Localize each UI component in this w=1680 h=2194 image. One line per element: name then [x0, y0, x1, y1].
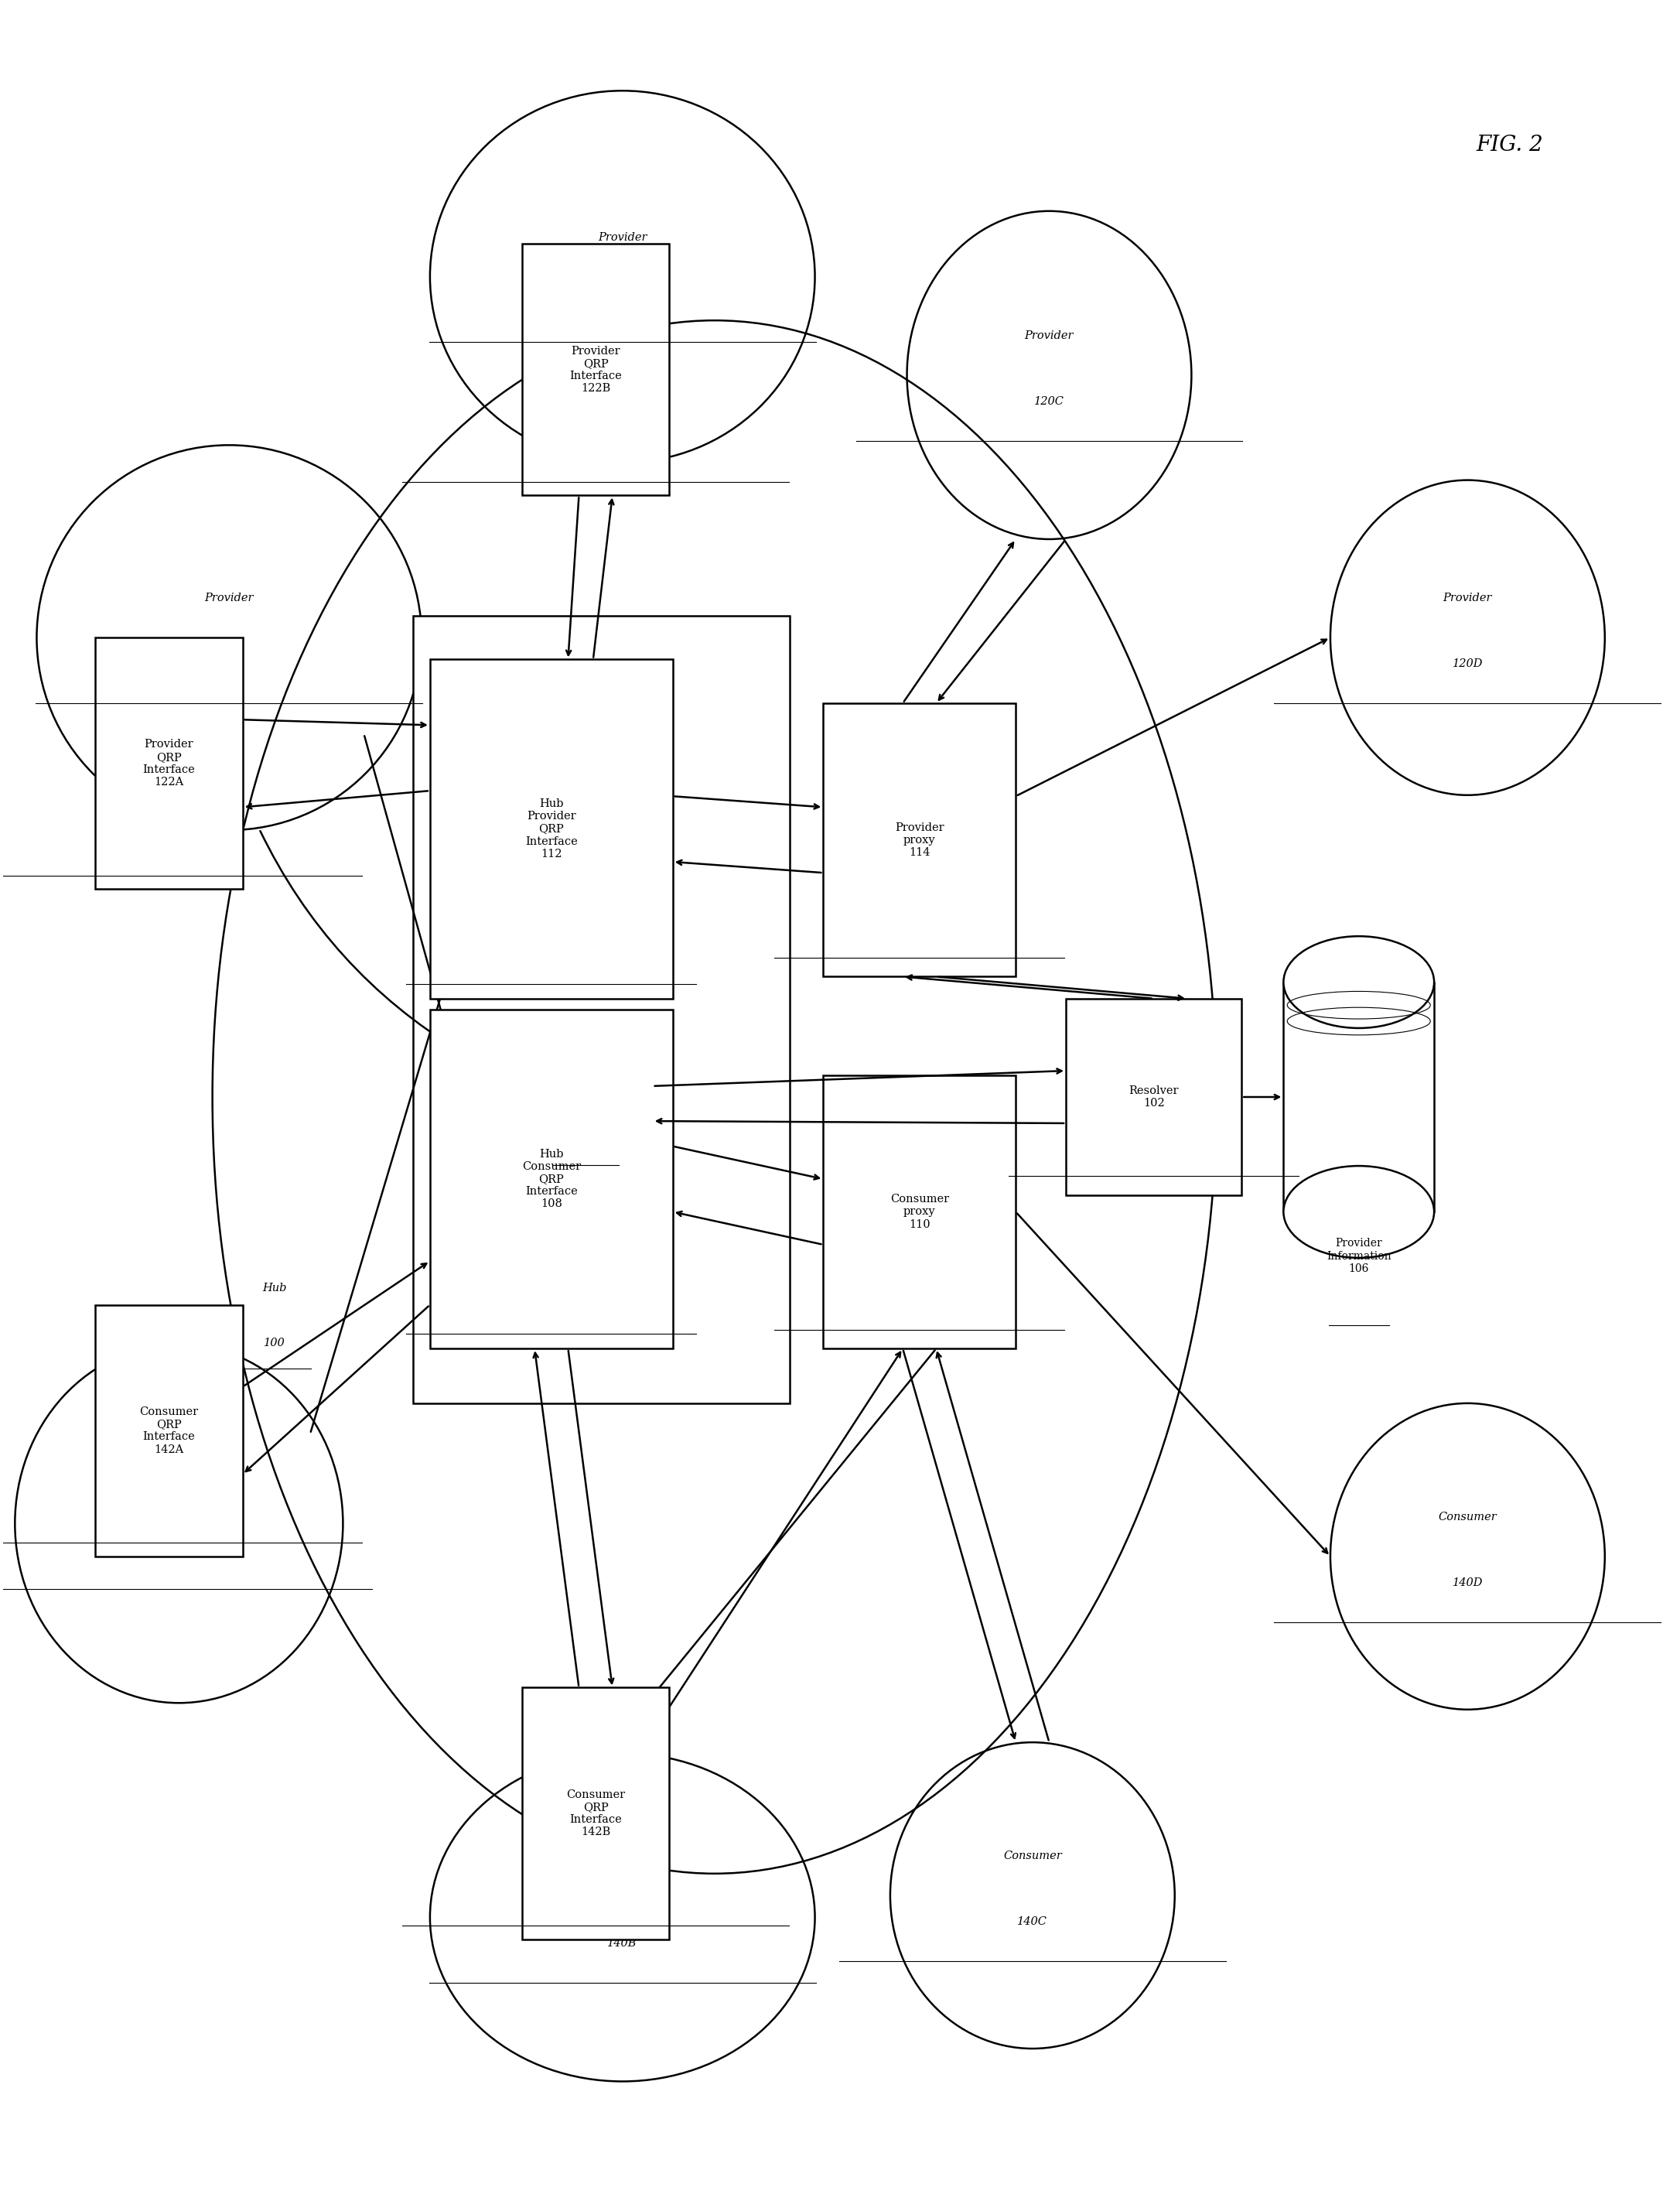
Bar [96, 1305, 242, 1556]
Text: Resolver
102: Resolver 102 [1129, 1086, 1179, 1108]
Bar [522, 1687, 669, 1939]
Text: Provider
QRP
Interface
122B: Provider QRP Interface 122B [570, 344, 622, 395]
Text: 140B: 140B [608, 1937, 637, 1948]
Ellipse shape [1284, 1165, 1435, 1257]
Text: Provider: Provider [1025, 331, 1074, 340]
Bar [823, 1075, 1016, 1349]
Text: 100: 100 [264, 1338, 286, 1349]
Text: 140C: 140C [1018, 1915, 1048, 1926]
Text: Consumer
QRP
Interface
142A: Consumer QRP Interface 142A [139, 1406, 198, 1455]
Bar [96, 638, 242, 889]
Text: 140D: 140D [1452, 1577, 1483, 1588]
Text: Provider: Provider [205, 592, 254, 603]
Text: 120A: 120A [215, 658, 244, 669]
Text: FIG. 2: FIG. 2 [1475, 136, 1542, 156]
Text: Consumer: Consumer [150, 1479, 208, 1490]
Text: 120D: 120D [1452, 658, 1483, 669]
Bar [522, 244, 669, 496]
Text: Hub
Consumer
QRP
Interface
108: Hub Consumer QRP Interface 108 [522, 1147, 581, 1209]
Text: Hub: Hub [262, 1283, 287, 1294]
Text: Provider
Information
106: Provider Information 106 [1327, 1237, 1391, 1275]
Text: 120C: 120C [1035, 395, 1063, 406]
Text: Consumer
proxy
110: Consumer proxy 110 [890, 1194, 949, 1231]
Bar [430, 660, 672, 998]
Text: Consumer: Consumer [593, 1871, 652, 1882]
Ellipse shape [1284, 937, 1435, 1029]
Text: Router: Router [566, 1077, 605, 1086]
Text: Hub
Provider
QRP
Interface
112: Hub Provider QRP Interface 112 [526, 799, 578, 860]
Text: Provider: Provider [1443, 592, 1492, 603]
Text: Consumer
QRP
Interface
142B: Consumer QRP Interface 142B [566, 1790, 625, 1839]
Text: 104: 104 [575, 1128, 596, 1139]
Bar [430, 1009, 672, 1349]
Text: Provider
QRP
Interface
122A: Provider QRP Interface 122A [143, 739, 195, 788]
Text: Consumer: Consumer [1003, 1852, 1062, 1861]
Bar [1065, 998, 1242, 1196]
Text: 140A: 140A [165, 1545, 193, 1556]
Bar [823, 704, 1016, 976]
Bar [413, 617, 790, 1404]
Text: Provider
proxy
114: Provider proxy 114 [895, 823, 944, 858]
Text: Provider: Provider [598, 233, 647, 244]
Text: Consumer: Consumer [1438, 1512, 1497, 1523]
Text: 120B: 120B [608, 298, 637, 309]
